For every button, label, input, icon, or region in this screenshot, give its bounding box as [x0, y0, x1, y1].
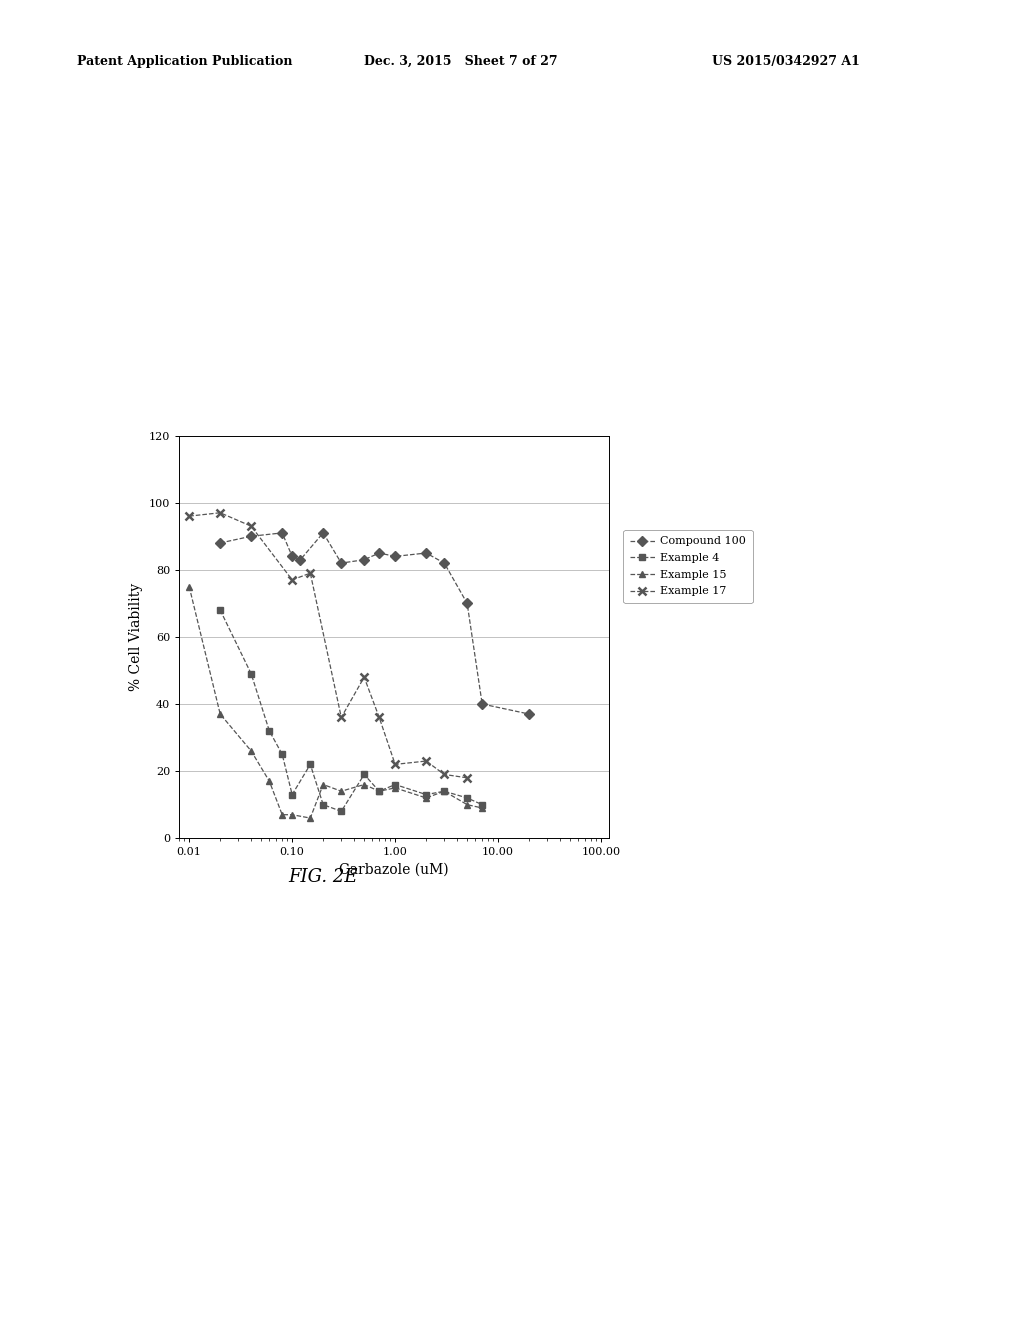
Example 4 [214, 602, 226, 618]
Legend: Compound 100, Example 4, Example 15, Example 17: Compound 100, Example 4, Example 15, Exa… [624, 529, 753, 603]
X-axis label: Carbazole (uM): Carbazole (uM) [339, 863, 450, 876]
Line: Example 4: Example 4 [217, 607, 485, 814]
Line: Example 17: Example 17 [185, 508, 471, 781]
Example 17 [183, 508, 196, 524]
Example 15 [373, 783, 385, 799]
Example 4 [389, 776, 401, 792]
Example 17 [389, 756, 401, 772]
Compound 100 [420, 545, 432, 561]
Compound 100 [476, 696, 488, 711]
Example 17 [245, 519, 257, 535]
Example 4 [476, 797, 488, 813]
Example 17 [373, 710, 385, 726]
Example 4 [420, 787, 432, 803]
Line: Compound 100: Compound 100 [217, 529, 532, 718]
Example 15 [335, 783, 347, 799]
Example 4 [438, 783, 451, 799]
Example 4 [358, 767, 371, 783]
Text: FIG. 2E: FIG. 2E [288, 867, 357, 886]
Compound 100 [214, 535, 226, 550]
Example 15 [420, 789, 432, 805]
Y-axis label: % Cell Viability: % Cell Viability [129, 583, 143, 690]
Compound 100 [245, 528, 257, 544]
Example 15 [389, 780, 401, 796]
Compound 100 [461, 595, 473, 611]
Example 15 [438, 783, 451, 799]
Text: Patent Application Publication: Patent Application Publication [77, 54, 292, 67]
Example 17 [420, 754, 432, 770]
Example 15 [214, 706, 226, 722]
Example 17 [438, 767, 451, 783]
Example 4 [373, 783, 385, 799]
Example 15 [304, 810, 316, 826]
Example 4 [276, 746, 289, 762]
Example 4 [304, 756, 316, 772]
Compound 100 [276, 525, 289, 541]
Example 17 [286, 572, 298, 587]
Example 17 [214, 504, 226, 520]
Compound 100 [373, 545, 385, 561]
Example 15 [358, 776, 371, 792]
Example 4 [245, 665, 257, 681]
Compound 100 [358, 552, 371, 568]
Example 15 [276, 807, 289, 822]
Example 4 [317, 797, 330, 813]
Example 4 [263, 723, 275, 739]
Example 4 [335, 804, 347, 820]
Example 17 [461, 770, 473, 785]
Text: Dec. 3, 2015   Sheet 7 of 27: Dec. 3, 2015 Sheet 7 of 27 [364, 54, 557, 67]
Example 17 [335, 710, 347, 726]
Example 15 [476, 800, 488, 816]
Example 15 [286, 807, 298, 822]
Compound 100 [294, 552, 306, 568]
Compound 100 [286, 549, 298, 565]
Compound 100 [389, 549, 401, 565]
Text: US 2015/0342927 A1: US 2015/0342927 A1 [712, 54, 859, 67]
Example 15 [183, 578, 196, 594]
Example 4 [286, 787, 298, 803]
Example 15 [263, 774, 275, 789]
Example 17 [358, 669, 371, 685]
Line: Example 15: Example 15 [185, 583, 485, 821]
Example 15 [245, 743, 257, 759]
Example 15 [317, 776, 330, 792]
Example 4 [461, 789, 473, 805]
Compound 100 [438, 556, 451, 572]
Compound 100 [523, 706, 536, 722]
Compound 100 [317, 525, 330, 541]
Example 15 [461, 797, 473, 813]
Compound 100 [335, 556, 347, 572]
Example 17 [304, 565, 316, 581]
